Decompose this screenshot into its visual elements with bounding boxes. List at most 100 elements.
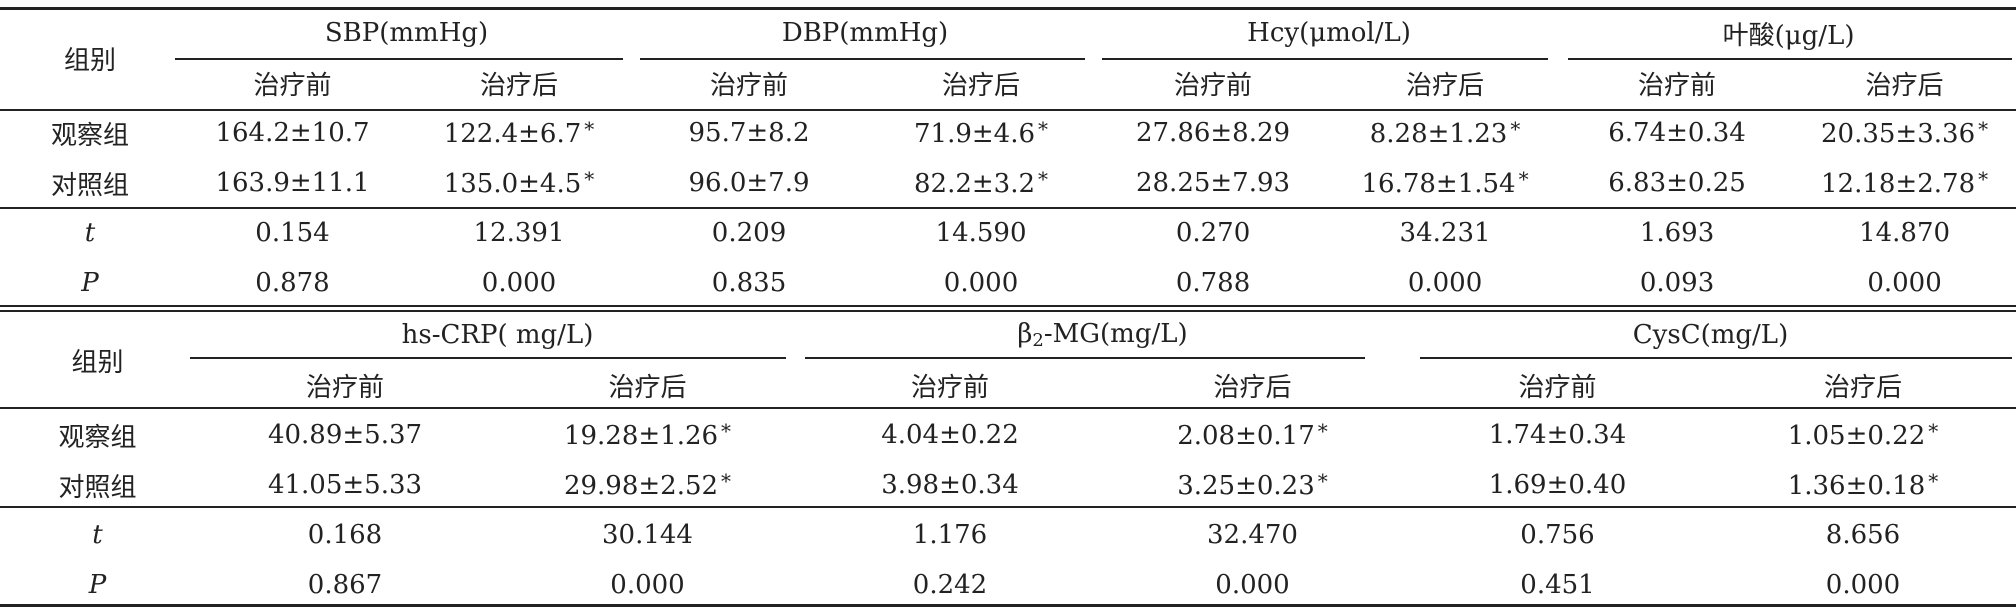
table-row: 对照组 163.9±11.1 135.0±4.5 * 96.0±7.9 82.2±3.2 *… [0,158,2016,208]
cell-value: 0.209 [711,218,787,248]
group-line-sbp [175,58,623,60]
table-2: 组别 hs-CRP( mg/L) β2-MG(mg/L) CysC(mg/L) … [0,310,2016,610]
header-rule-2 [0,407,2016,409]
cell-value: 27.86±8.29 [1135,118,1291,148]
significance-star: * [1978,117,1989,141]
significance-star: * [1518,167,1529,191]
group-header: 组别 [71,347,124,378]
group-line-hscrp [190,357,786,359]
significance-star: * [1317,419,1328,443]
table-cell: 3.25±0.23 * [1100,460,1405,510]
cell-value: 40.89±5.37 [267,420,423,450]
cell-value: 16.78±1.54 [1361,169,1516,199]
table-cell: 1.176 [800,510,1100,560]
table-cell: 41.05±5.33 [195,460,495,510]
significance-star: * [721,419,732,443]
table-cell: 3.98±0.34 [800,460,1100,510]
table-cell: 29.98±2.52 * [495,460,800,510]
cell-value: 20.35±3.36 [1821,119,1976,149]
table-cell: 0.000 [1329,258,1561,308]
table-cell: 82.2±3.2 * [865,158,1097,208]
table-cell: 71.9±4.6 * [865,108,1097,158]
table-cell: 6.74±0.34 [1561,108,1793,158]
cell-value: 0.242 [912,570,988,600]
table-cell: 12.391 [405,208,633,258]
sub-header: 治疗后 [1406,70,1485,101]
table-cell: 0.209 [633,208,865,258]
table-cell: 0.451 [1405,560,1710,610]
sub-header: 治疗前 [253,70,332,101]
cell-value: 12.391 [473,218,565,248]
col-group-hscrp: hs-CRP( mg/L) [401,320,594,350]
significance-star: * [584,117,595,141]
cell-value: 41.05±5.33 [267,470,423,500]
cell-value: 0.000 [610,570,685,600]
group-line-folate [1568,58,2012,60]
table-cell: 0.270 [1097,208,1329,258]
cell-value: 19.28±1.26 [563,421,719,451]
cell-value: 34.231 [1399,218,1491,248]
significance-star: * [1317,469,1328,493]
table-cell: 0.756 [1405,510,1710,560]
sub-header: 治疗前 [1174,70,1253,101]
table-cell: 122.4±6.7 * [405,108,633,158]
cell-value: 122.4±6.7 [443,119,582,149]
table-cell: 16.78±1.54 * [1329,158,1561,208]
table-cell: 0.168 [195,510,495,560]
row-label: t [92,520,103,550]
cell-value: 0.270 [1175,218,1251,248]
significance-star: * [1978,167,1989,191]
cell-value: 0.154 [255,218,330,248]
table-cell: 32.470 [1100,510,1405,560]
table-cell: 28.25±7.93 [1097,158,1329,208]
cell-value: 163.9±11.1 [215,168,370,198]
table-cell: 30.144 [495,510,800,560]
cell-value: 30.144 [602,520,693,550]
cell-value: 0.000 [1825,570,1901,600]
cell-value: 6.74±0.34 [1608,118,1746,148]
table-row: P 0.867 0.000 0.242 0.000 0.451 0.000 [0,560,2016,610]
table-cell: 0.000 [495,560,800,610]
row-label: t [84,218,96,248]
col-group-dbp: DBP(mmHg) [781,18,949,48]
sub-header: 治疗后 [1823,372,1902,403]
table-1: 组别 SBP(mmHg) DBP(mmHg) Hcy(μmol/L) 叶酸(μg… [0,8,2016,308]
cell-value: 1.693 [1639,218,1715,248]
row-label: 对照组 [50,170,129,201]
table-row: P 0.878 0.000 0.835 0.000 0.788 0.000 0.093 0.00… [0,258,2016,308]
row-label: 观察组 [50,120,129,151]
bottom-rule [0,604,2016,607]
table-cell: 0.788 [1097,258,1329,308]
cell-value: 14.870 [1859,218,1951,248]
cell-value: 8.656 [1825,520,1901,550]
cell-value: 6.83±0.25 [1608,168,1746,198]
table-row: 观察组 40.89±5.37 19.28±1.26 * 4.04±0.22 2.08±0.… [0,410,2016,460]
sub-header: 治疗后 [608,372,687,403]
significance-star: * [1038,167,1049,191]
cell-value: 0.000 [1407,268,1483,298]
table-cell: 8.28±1.23 * [1329,108,1561,158]
cell-value: 0.168 [307,520,383,550]
cell-value: 0.867 [307,570,383,600]
group-line-dbp [640,58,1085,60]
table-cell: 14.590 [865,208,1097,258]
table-row: 对照组 41.05±5.33 29.98±2.52 * 3.98±0.34 3.25±0.… [0,460,2016,510]
significance-star: * [1928,419,1939,443]
body-rule-2 [0,506,2016,508]
row-label: P [81,268,99,298]
cell-value: 3.98±0.34 [881,470,1019,500]
cell-value: 1.74±0.34 [1488,420,1627,450]
table-cell: 1.74±0.34 [1405,410,1710,460]
cell-value: 1.36±0.18 [1787,471,1926,501]
cell-value: 1.69±0.40 [1488,470,1627,500]
group-line-hcy [1102,58,1548,60]
sub-header: 治疗后 [1865,70,1944,101]
group-line-cysc [1420,357,2012,359]
cell-value: 82.2±3.2 [914,169,1036,199]
table-cell: 0.878 [180,258,405,308]
col-group-folate: 叶酸(μg/L) [1722,20,1855,51]
table-cell: 2.08±0.17 * [1100,410,1405,460]
cell-value: 1.176 [912,520,988,550]
table-cell: 8.656 [1710,510,2016,560]
table-cell: 1.69±0.40 [1405,460,1710,510]
